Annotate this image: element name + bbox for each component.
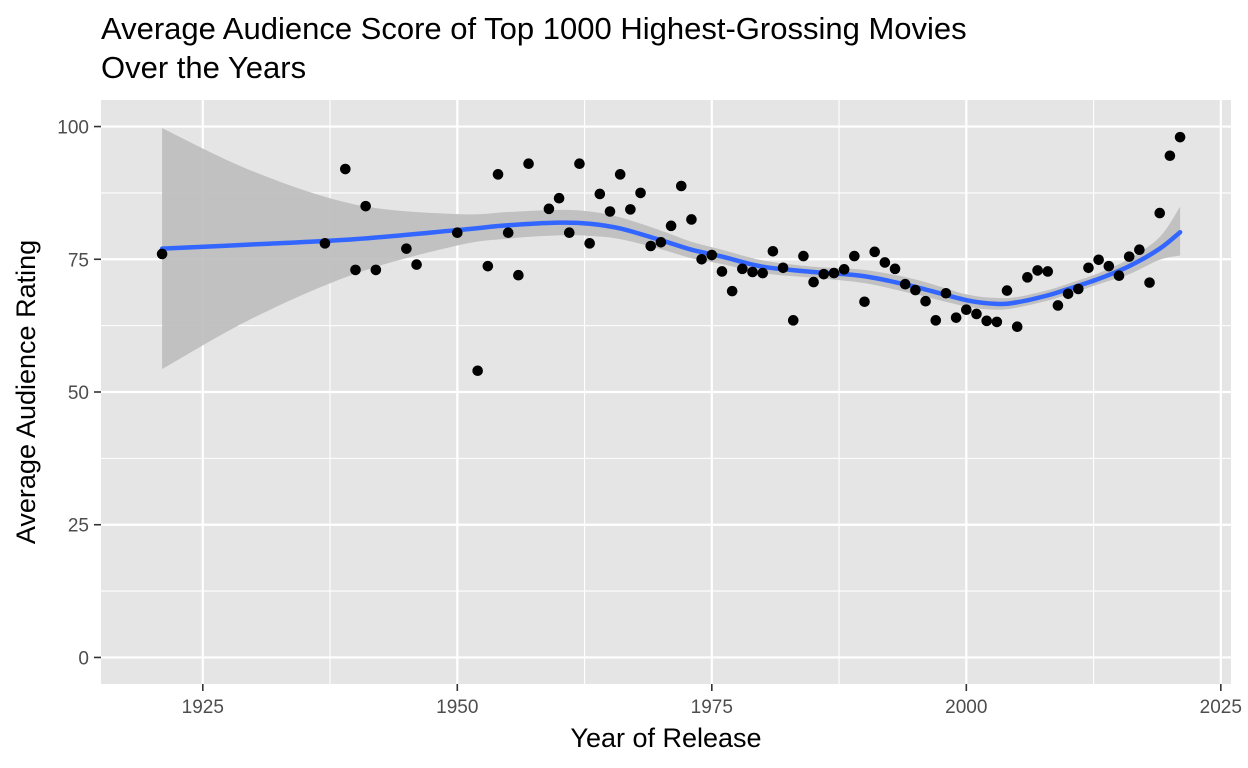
chart-title-line-1: Average Audience Score of Top 1000 Highe… (101, 11, 967, 46)
data-point (859, 296, 870, 308)
data-point (1022, 272, 1033, 283)
x-tick-label: 1950 (436, 697, 478, 718)
data-point (910, 284, 921, 296)
data-point (492, 169, 504, 180)
data-point (950, 312, 962, 323)
data-point (1083, 262, 1094, 274)
y-tick-label: 50 (68, 383, 89, 404)
data-point (920, 295, 931, 307)
data-point (686, 214, 697, 225)
data-point (838, 264, 850, 275)
data-point (971, 308, 982, 320)
data-point (675, 180, 687, 192)
data-point (553, 192, 565, 204)
data-point (716, 266, 728, 277)
chart-title: Average Audience Score of Top 1000 Highe… (101, 11, 967, 85)
data-point (757, 267, 769, 279)
data-point (411, 259, 422, 270)
data-point (1134, 244, 1145, 256)
data-point (981, 315, 992, 327)
data-point (1174, 131, 1186, 143)
data-point (696, 253, 707, 265)
y-tick-label: 75 (68, 250, 89, 271)
data-point (1032, 265, 1043, 276)
data-point (1001, 285, 1013, 296)
x-tick-label: 2025 (1200, 697, 1242, 718)
y-tick-label: 0 (78, 648, 89, 669)
data-point (584, 238, 595, 249)
data-point (991, 316, 1003, 328)
data-point (523, 158, 534, 170)
data-point (340, 163, 351, 175)
data-point (737, 263, 748, 275)
data-point (1144, 277, 1155, 288)
data-point (1093, 254, 1104, 266)
data-point (1042, 266, 1054, 277)
data-point (828, 267, 840, 279)
data-point (1103, 260, 1115, 272)
data-point (808, 276, 819, 288)
data-point (1062, 288, 1074, 300)
data-point (319, 238, 331, 249)
data-point (1011, 321, 1023, 333)
data-point (502, 227, 514, 239)
data-point (767, 246, 779, 257)
data-point (1123, 251, 1135, 262)
data-point (777, 262, 789, 274)
data-point (594, 188, 606, 200)
data-point (360, 200, 371, 212)
data-point (869, 246, 880, 258)
data-points (156, 131, 1186, 377)
y-tick-label: 100 (57, 118, 89, 139)
data-point (665, 220, 677, 232)
data-point (726, 285, 738, 297)
data-point (747, 266, 758, 278)
data-point (849, 250, 860, 262)
x-axis-title: Year of Release (570, 723, 761, 753)
data-point (818, 268, 830, 280)
data-point (889, 263, 901, 275)
confidence-band (162, 128, 1181, 370)
data-point (635, 187, 646, 199)
x-axis: 1925 1950 1975 2000 2025 (182, 684, 1242, 718)
x-tick-label: 1925 (182, 697, 224, 718)
chart-title-line-2: Over the Years (101, 50, 306, 85)
data-point (899, 278, 911, 290)
y-axis: 0 25 50 75 100 (57, 118, 101, 669)
data-point (655, 236, 667, 248)
data-point (798, 250, 809, 262)
data-point (563, 227, 575, 239)
data-point (604, 206, 616, 217)
data-point (625, 204, 636, 215)
y-tick-label: 25 (68, 516, 89, 537)
data-point (930, 315, 942, 326)
data-point (1113, 270, 1125, 282)
data-point (401, 243, 412, 254)
data-point (156, 248, 168, 260)
data-point (370, 264, 382, 276)
data-point (513, 269, 524, 281)
data-point (452, 227, 463, 239)
data-point (543, 203, 555, 215)
data-point (614, 169, 626, 180)
data-point (706, 249, 718, 261)
data-point (350, 264, 361, 276)
data-point (574, 158, 585, 170)
data-point (940, 287, 952, 299)
data-point (1052, 300, 1064, 311)
y-axis-title: Average Audience Rating (11, 240, 41, 544)
data-point (1154, 207, 1166, 219)
data-point (482, 260, 494, 272)
data-point (787, 315, 799, 326)
data-point (961, 304, 972, 316)
data-point (645, 240, 657, 252)
data-point (879, 257, 891, 268)
x-tick-label: 1975 (691, 697, 733, 718)
data-point (1164, 150, 1176, 162)
x-tick-label: 2000 (945, 697, 987, 718)
data-point (472, 365, 483, 377)
data-point (1073, 283, 1084, 295)
